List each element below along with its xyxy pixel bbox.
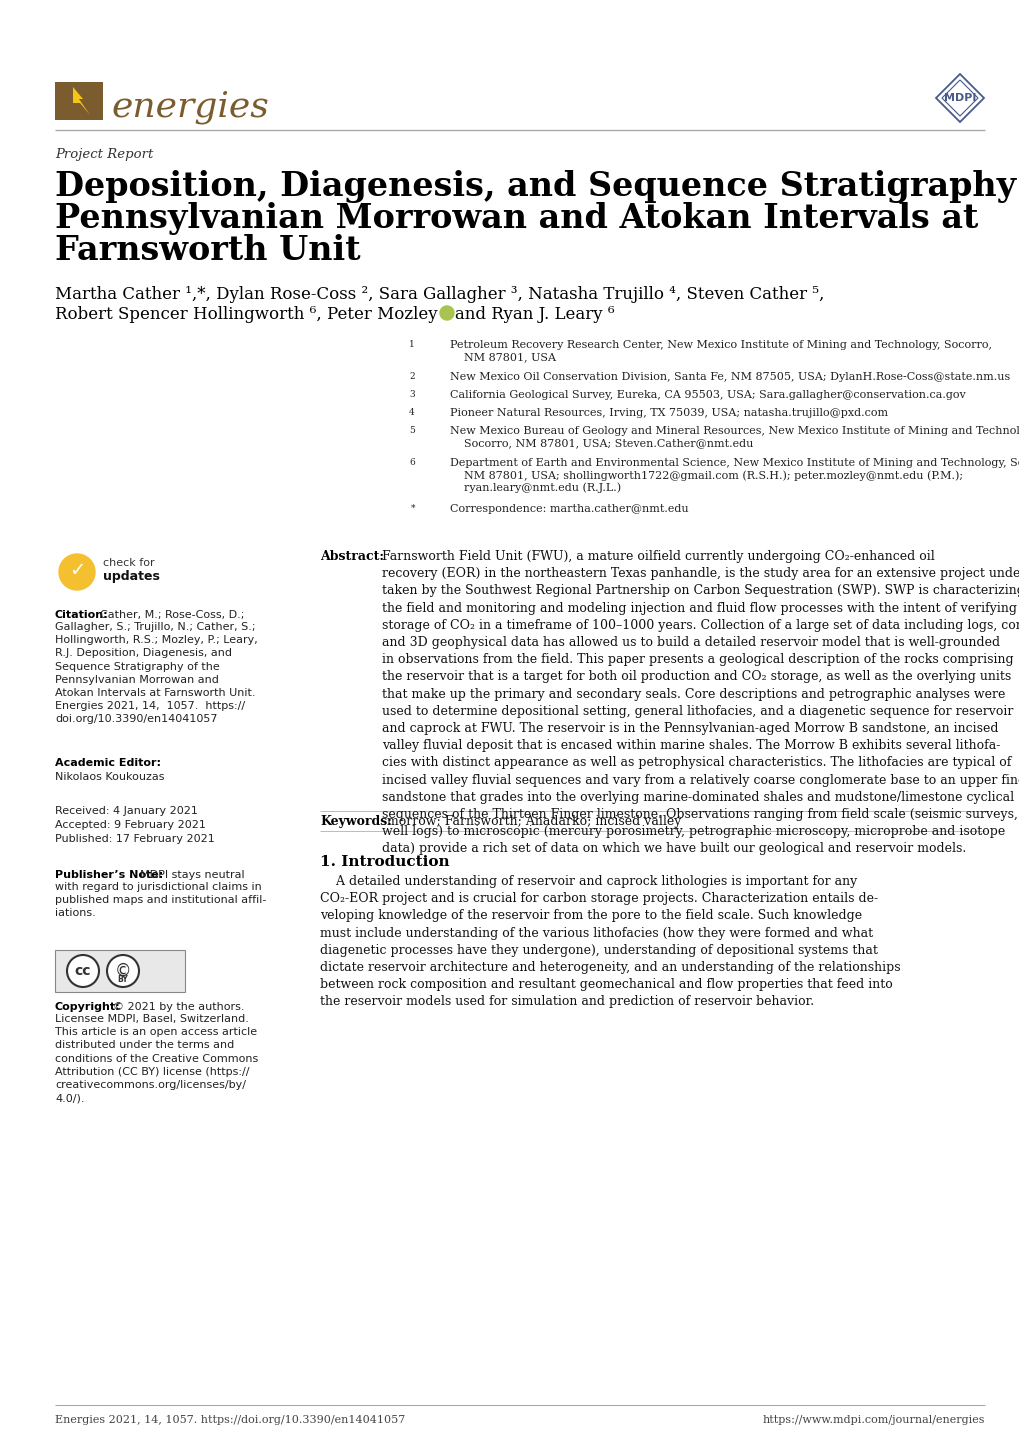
Text: Energies 2021, 14, 1057. https://doi.org/10.3390/en14041057: Energies 2021, 14, 1057. https://doi.org… bbox=[55, 1415, 405, 1425]
Text: 5: 5 bbox=[409, 425, 415, 435]
Text: Academic Editor:: Academic Editor: bbox=[55, 758, 161, 769]
Text: Farnsworth Unit: Farnsworth Unit bbox=[55, 234, 361, 267]
Text: Publisher’s Note:: Publisher’s Note: bbox=[55, 870, 163, 880]
Text: Licensee MDPI, Basel, Switzerland.
This article is an open access article
distri: Licensee MDPI, Basel, Switzerland. This … bbox=[55, 1014, 258, 1103]
Bar bbox=[55, 950, 184, 992]
Text: energies: energies bbox=[111, 89, 268, 124]
Text: 4: 4 bbox=[409, 408, 415, 417]
Text: 1. Introduction: 1. Introduction bbox=[320, 855, 449, 870]
Text: New Mexico Bureau of Geology and Mineral Resources, New Mexico Institute of Mini: New Mexico Bureau of Geology and Mineral… bbox=[449, 425, 1019, 448]
Text: Cather, M.; Rose-Coss, D.;: Cather, M.; Rose-Coss, D.; bbox=[100, 610, 245, 620]
Text: Received: 4 January 2021: Received: 4 January 2021 bbox=[55, 806, 198, 816]
Text: Robert Spencer Hollingworth ⁶, Peter Mozley ⁶ and Ryan J. Leary ⁶: Robert Spencer Hollingworth ⁶, Peter Moz… bbox=[55, 306, 614, 323]
Text: *: * bbox=[410, 505, 415, 513]
Text: New Mexico Oil Conservation Division, Santa Fe, NM 87505, USA; DylanH.Rose-Coss@: New Mexico Oil Conservation Division, Sa… bbox=[449, 372, 1009, 382]
Text: 1: 1 bbox=[409, 340, 415, 349]
Text: iD: iD bbox=[442, 310, 450, 316]
Circle shape bbox=[67, 955, 99, 986]
Text: cc: cc bbox=[74, 965, 91, 978]
Text: ✓: ✓ bbox=[68, 561, 86, 581]
Text: Pennsylvanian Morrowan and Atokan Intervals at: Pennsylvanian Morrowan and Atokan Interv… bbox=[55, 202, 977, 235]
Text: Correspondence: martha.cather@nmt.edu: Correspondence: martha.cather@nmt.edu bbox=[449, 505, 688, 513]
Text: Pioneer Natural Resources, Irving, TX 75039, USA; natasha.trujillo@pxd.com: Pioneer Natural Resources, Irving, TX 75… bbox=[449, 408, 888, 418]
Text: MDPI stays neutral: MDPI stays neutral bbox=[140, 870, 245, 880]
Text: BY: BY bbox=[117, 975, 128, 985]
Bar bbox=[55, 82, 103, 120]
Polygon shape bbox=[73, 87, 90, 115]
Text: Published: 17 February 2021: Published: 17 February 2021 bbox=[55, 833, 215, 844]
Text: Deposition, Diagenesis, and Sequence Stratigraphy of the: Deposition, Diagenesis, and Sequence Str… bbox=[55, 170, 1019, 203]
Text: Department of Earth and Environmental Science, New Mexico Institute of Mining an: Department of Earth and Environmental Sc… bbox=[449, 459, 1019, 493]
Text: https://www.mdpi.com/journal/energies: https://www.mdpi.com/journal/energies bbox=[762, 1415, 984, 1425]
Text: Farnsworth Field Unit (FWU), a mature oilfield currently undergoing CO₂-enhanced: Farnsworth Field Unit (FWU), a mature oi… bbox=[382, 549, 1019, 855]
Text: A detailed understanding of reservoir and caprock lithologies is important for a: A detailed understanding of reservoir an… bbox=[320, 875, 900, 1008]
Text: MDPI: MDPI bbox=[943, 92, 975, 102]
Text: 2: 2 bbox=[409, 372, 415, 381]
Text: morrow; Farnsworth; Anadarko; incised valley: morrow; Farnsworth; Anadarko; incised va… bbox=[386, 815, 681, 828]
Text: check for: check for bbox=[103, 558, 155, 568]
Text: Project Report: Project Report bbox=[55, 149, 153, 162]
Text: Martha Cather ¹,*, Dylan Rose-Coss ², Sara Gallagher ³, Natasha Trujillo ⁴, Stev: Martha Cather ¹,*, Dylan Rose-Coss ², Sa… bbox=[55, 286, 823, 303]
Circle shape bbox=[107, 955, 139, 986]
Text: Gallagher, S.; Trujillo, N.; Cather, S.;
Hollingworth, R.S.; Mozley, P.; Leary,
: Gallagher, S.; Trujillo, N.; Cather, S.;… bbox=[55, 622, 258, 724]
Text: ©: © bbox=[114, 962, 131, 981]
Text: updates: updates bbox=[103, 570, 160, 583]
Text: Petroleum Recovery Research Center, New Mexico Institute of Mining and Technolog: Petroleum Recovery Research Center, New … bbox=[449, 340, 991, 362]
Circle shape bbox=[439, 306, 453, 320]
Text: Keywords:: Keywords: bbox=[320, 815, 391, 828]
Text: Copyright:: Copyright: bbox=[55, 1002, 120, 1012]
Text: 6: 6 bbox=[409, 459, 415, 467]
Text: Nikolaos Koukouzas: Nikolaos Koukouzas bbox=[55, 771, 164, 782]
Text: California Geological Survey, Eureka, CA 95503, USA; Sara.gallagher@conservation: California Geological Survey, Eureka, CA… bbox=[449, 389, 965, 399]
Circle shape bbox=[59, 554, 95, 590]
Text: Citation:: Citation: bbox=[55, 610, 108, 620]
Text: © 2021 by the authors.: © 2021 by the authors. bbox=[113, 1002, 245, 1012]
Text: 3: 3 bbox=[409, 389, 415, 399]
Text: with regard to jurisdictional claims in
published maps and institutional affil-
: with regard to jurisdictional claims in … bbox=[55, 883, 266, 919]
Text: Accepted: 9 February 2021: Accepted: 9 February 2021 bbox=[55, 820, 206, 831]
Text: Abstract:: Abstract: bbox=[320, 549, 383, 562]
